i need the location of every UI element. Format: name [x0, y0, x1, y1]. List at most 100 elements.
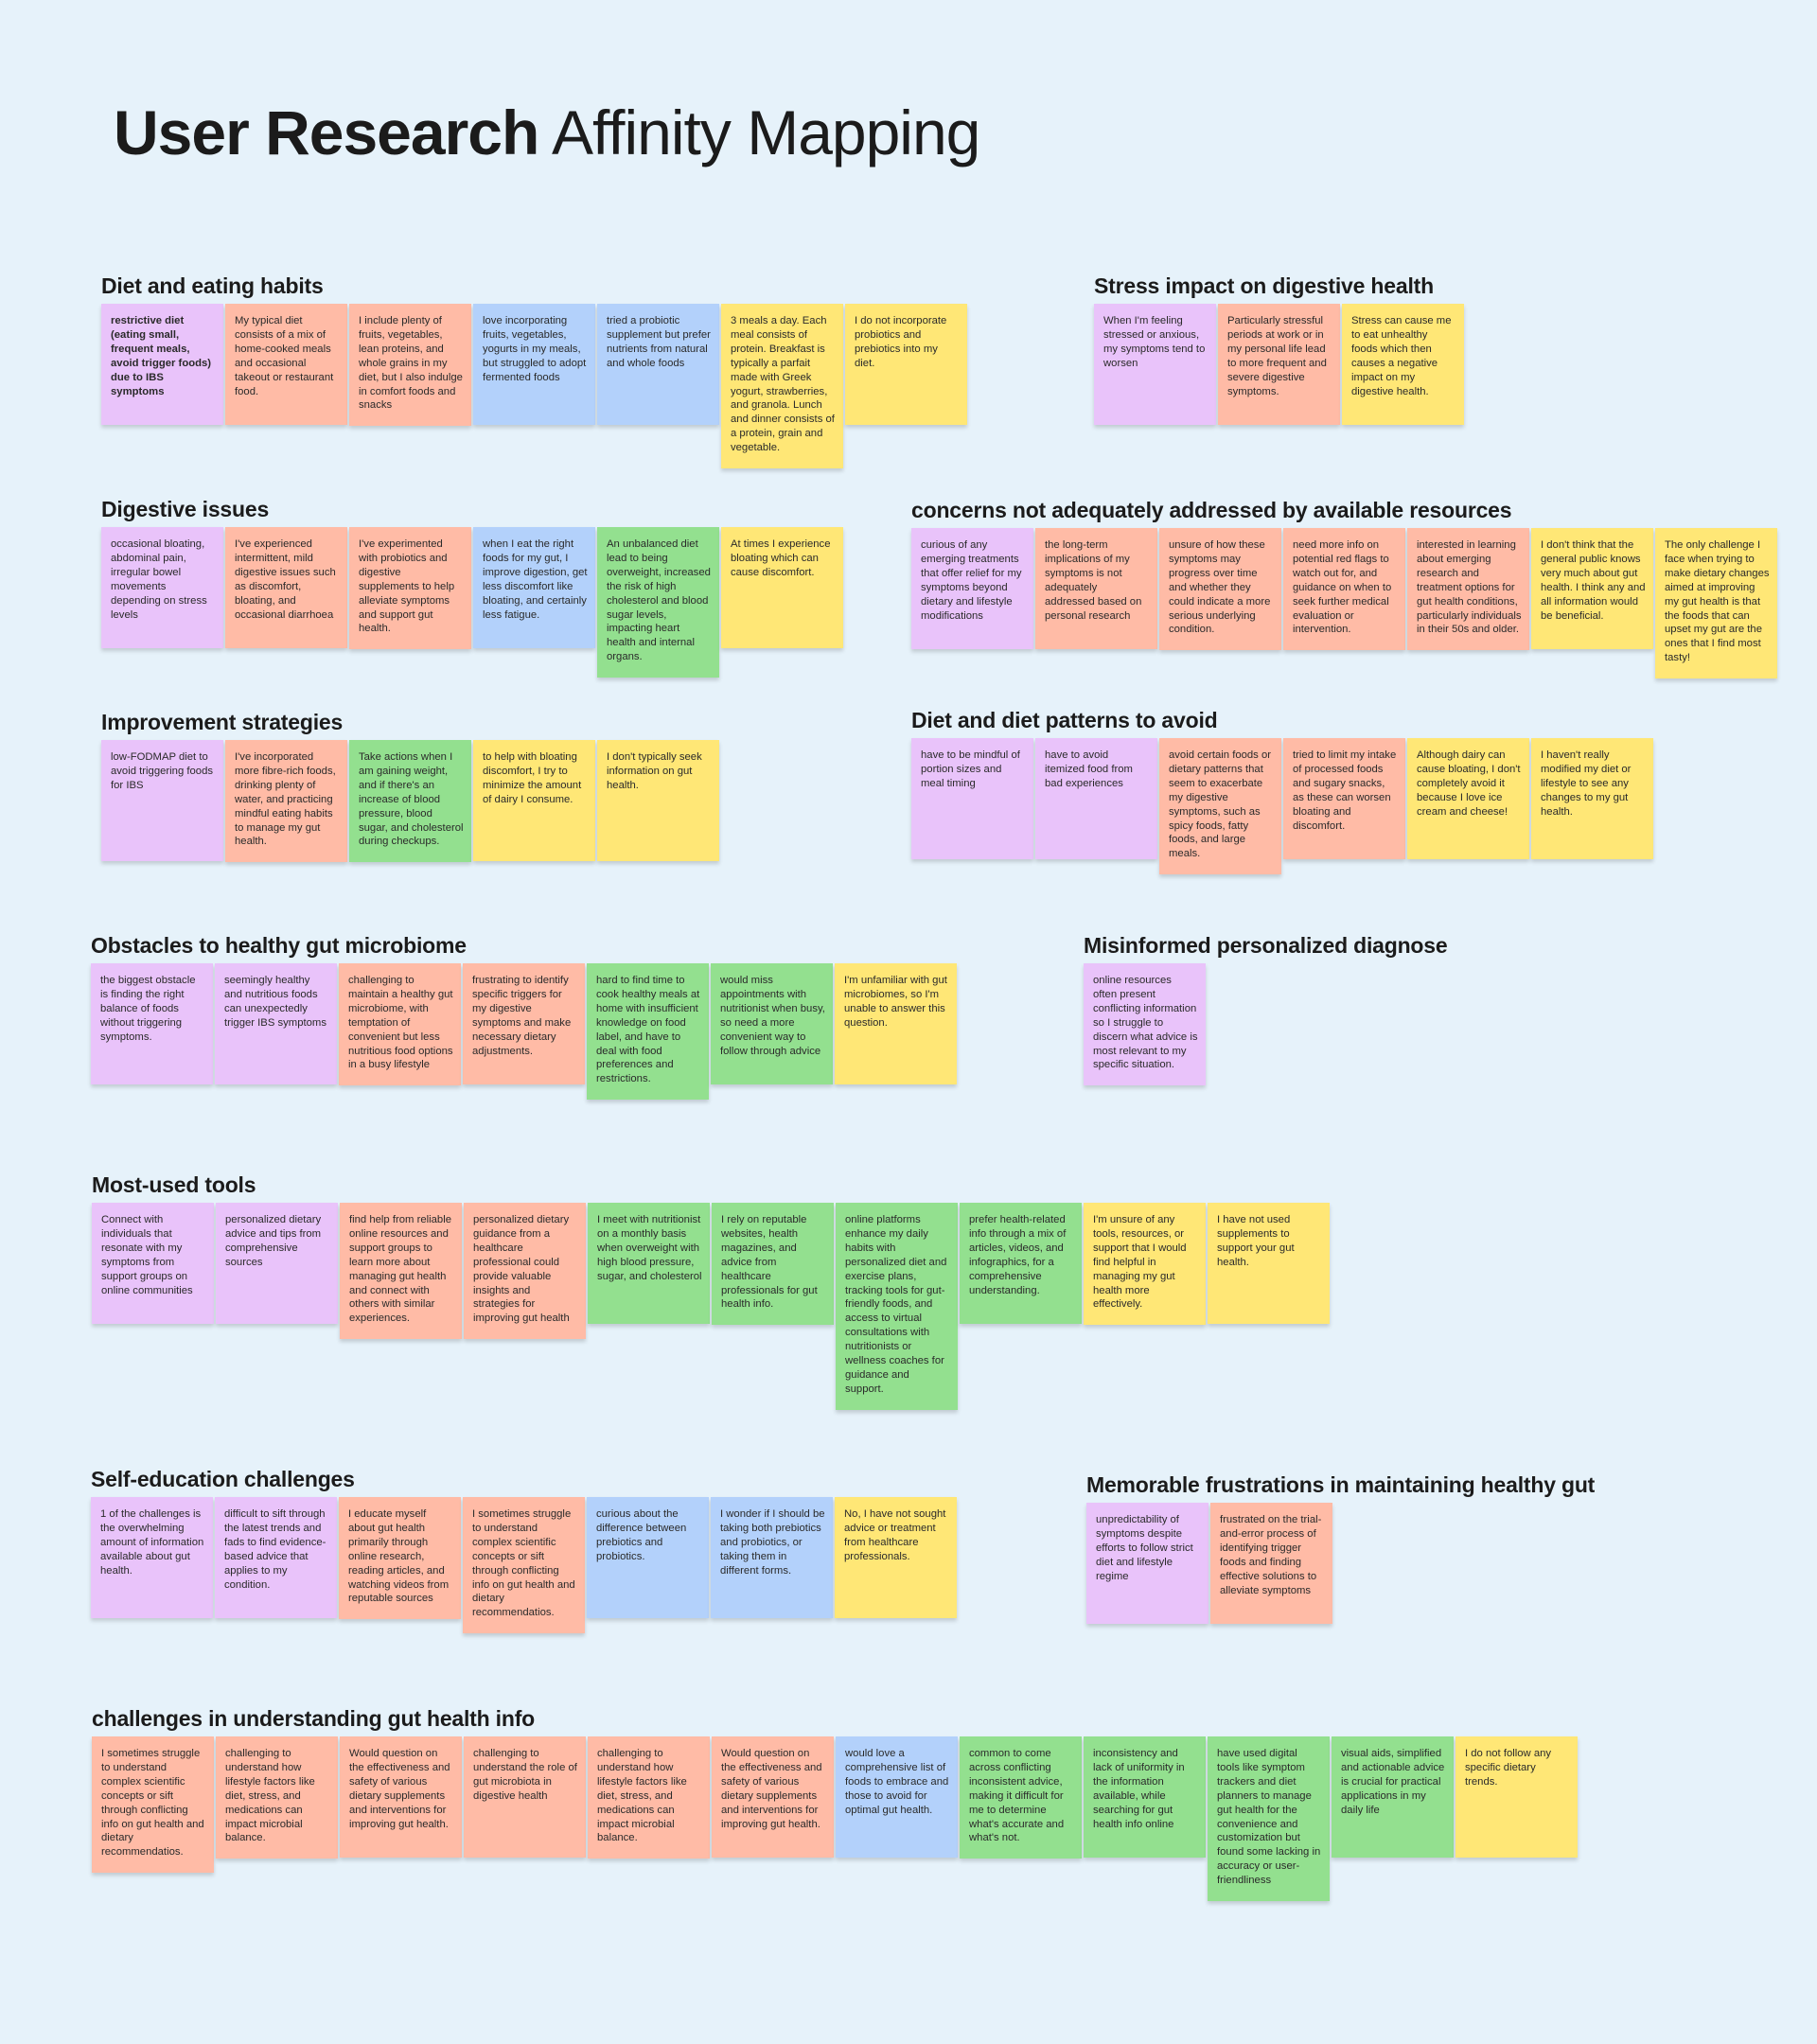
- sticky-note[interactable]: difficult to sift through the latest tre…: [215, 1497, 337, 1618]
- sticky-note[interactable]: I do not incorporate probiotics and preb…: [845, 304, 967, 425]
- sticky-note[interactable]: challenging to maintain a healthy gut mi…: [339, 963, 461, 1086]
- sticky-note[interactable]: I haven't really modified my diet or lif…: [1531, 738, 1653, 859]
- sticky-note[interactable]: 3 meals a day. Each meal consists of pro…: [721, 304, 843, 469]
- sticky-note[interactable]: tried to limit my intake of processed fo…: [1283, 738, 1405, 859]
- sticky-note[interactable]: I don't typically seek information on gu…: [597, 740, 719, 861]
- sticky-note[interactable]: Stress can cause me to eat unhealthy foo…: [1342, 304, 1464, 425]
- sticky-note[interactable]: No, I have not sought advice or treatmen…: [835, 1497, 957, 1618]
- notes-row: I sometimes struggle to understand compl…: [92, 1736, 1578, 1902]
- sticky-note[interactable]: I've incorporated more fibre-rich foods,…: [225, 740, 347, 863]
- sticky-note[interactable]: I've experienced intermittent, mild dige…: [225, 527, 347, 648]
- sticky-note[interactable]: occasional bloating, abdominal pain, irr…: [101, 527, 223, 648]
- sticky-note[interactable]: personalized dietary guidance from a hea…: [464, 1203, 586, 1340]
- sticky-note[interactable]: challenging to understand how lifestyle …: [588, 1736, 710, 1859]
- notes-row: restrictive diet (eating small, frequent…: [101, 304, 967, 469]
- cluster-digestive-issues: Digestive issues occasional bloating, ab…: [101, 495, 843, 678]
- sticky-note[interactable]: visual aids, simplified and actionable a…: [1332, 1736, 1454, 1858]
- sticky-note[interactable]: online platforms enhance my daily habits…: [836, 1203, 958, 1410]
- sticky-note[interactable]: common to come across conflicting incons…: [960, 1736, 1082, 1859]
- sticky-note[interactable]: curious of any emerging treatments that …: [911, 528, 1033, 649]
- sticky-note[interactable]: Although dairy can cause bloating, I don…: [1407, 738, 1529, 859]
- cluster-stress-impact: Stress impact on digestive health When I…: [1094, 272, 1464, 425]
- page-title: User Research Affinity Mapping: [114, 93, 980, 172]
- cluster-diet-patterns-avoid: Diet and diet patterns to avoid have to …: [911, 706, 1653, 875]
- cluster-memorable-frustrations: Memorable frustrations in maintaining he…: [1086, 1471, 1595, 1624]
- sticky-note[interactable]: interested in learning about emerging re…: [1407, 528, 1529, 651]
- cluster-heading: Diet and diet patterns to avoid: [911, 708, 1218, 732]
- sticky-note[interactable]: I sometimes struggle to understand compl…: [92, 1736, 214, 1874]
- sticky-note[interactable]: would miss appointments with nutritionis…: [711, 963, 833, 1084]
- sticky-note[interactable]: I'm unsure of any tools, resources, or s…: [1084, 1203, 1206, 1326]
- sticky-note[interactable]: prefer health-related info through a mix…: [960, 1203, 1082, 1324]
- sticky-note[interactable]: unsure of how these symptoms may progres…: [1159, 528, 1281, 651]
- sticky-note[interactable]: Particularly stressful periods at work o…: [1218, 304, 1340, 425]
- sticky-note[interactable]: I include plenty of fruits, vegetables, …: [349, 304, 471, 427]
- page-title-rest: Affinity Mapping: [552, 97, 980, 167]
- cluster-heading: concerns not adequately addressed by ava…: [911, 498, 1512, 522]
- cluster-obstacles-microbiome: Obstacles to healthy gut microbiome the …: [91, 931, 957, 1101]
- sticky-note[interactable]: My typical diet consists of a mix of hom…: [225, 304, 347, 425]
- notes-row: low-FODMAP diet to avoid triggering food…: [101, 740, 719, 863]
- sticky-note[interactable]: challenging to understand how lifestyle …: [216, 1736, 338, 1859]
- sticky-note[interactable]: have to be mindful of portion sizes and …: [911, 738, 1033, 859]
- cluster-heading: challenges in understanding gut health i…: [92, 1706, 536, 1731]
- cluster-heading: Stress impact on digestive health: [1094, 273, 1434, 298]
- sticky-note[interactable]: love incorporating fruits, vegetables, y…: [473, 304, 595, 425]
- sticky-note[interactable]: when I eat the right foods for my gut, I…: [473, 527, 595, 648]
- sticky-note[interactable]: I have not used supplements to support y…: [1208, 1203, 1330, 1324]
- notes-row: occasional bloating, abdominal pain, irr…: [101, 527, 843, 678]
- sticky-note[interactable]: inconsistency and lack of uniformity in …: [1084, 1736, 1206, 1858]
- notes-row: Connect with individuals that resonate w…: [92, 1203, 1330, 1410]
- cluster-self-education: Self-education challenges 1 of the chall…: [91, 1465, 957, 1634]
- sticky-note[interactable]: seemingly healthy and nutritious foods c…: [215, 963, 337, 1084]
- cluster-heading: Misinformed personalized diagnose: [1084, 933, 1448, 958]
- cluster-heading: Diet and eating habits: [101, 273, 324, 298]
- sticky-note[interactable]: Would question on the effectiveness and …: [712, 1736, 834, 1858]
- sticky-note[interactable]: Connect with individuals that resonate w…: [92, 1203, 214, 1324]
- cluster-heading: Memorable frustrations in maintaining he…: [1086, 1472, 1596, 1497]
- sticky-note[interactable]: I meet with nutritionist on a monthly ba…: [588, 1203, 710, 1324]
- sticky-note[interactable]: Would question on the effectiveness and …: [340, 1736, 462, 1858]
- sticky-note[interactable]: hard to find time to cook healthy meals …: [587, 963, 709, 1101]
- sticky-note[interactable]: I rely on reputable websites, health mag…: [712, 1203, 834, 1326]
- notes-row: have to be mindful of portion sizes and …: [911, 738, 1653, 875]
- sticky-note[interactable]: 1 of the challenges is the overwhelming …: [91, 1497, 213, 1618]
- sticky-note[interactable]: Take actions when I am gaining weight, a…: [349, 740, 471, 863]
- sticky-note[interactable]: challenging to understand the role of gu…: [464, 1736, 586, 1858]
- sticky-note[interactable]: unpredictability of symptoms despite eff…: [1086, 1503, 1208, 1624]
- sticky-note[interactable]: I sometimes struggle to understand compl…: [463, 1497, 585, 1634]
- sticky-note[interactable]: I do not follow any specific dietary tre…: [1455, 1736, 1578, 1858]
- sticky-note[interactable]: personalized dietary advice and tips fro…: [216, 1203, 338, 1324]
- sticky-note[interactable]: I educate myself about gut health primar…: [339, 1497, 461, 1620]
- sticky-note[interactable]: The only challenge I face when trying to…: [1655, 528, 1777, 679]
- sticky-note[interactable]: have used digital tools like symptom tra…: [1208, 1736, 1330, 1902]
- sticky-note[interactable]: curious about the difference between pre…: [587, 1497, 709, 1618]
- sticky-note[interactable]: to help with bloating discomfort, I try …: [473, 740, 595, 861]
- sticky-note[interactable]: When I'm feeling stressed or anxious, my…: [1094, 304, 1216, 425]
- cluster-diet-eating-habits: Diet and eating habits restrictive diet …: [101, 272, 967, 469]
- sticky-note[interactable]: the biggest obstacle is finding the righ…: [91, 963, 213, 1084]
- cluster-improvement-strategies: Improvement strategies low-FODMAP diet t…: [101, 708, 719, 863]
- sticky-note[interactable]: frustrated on the trial-and-error proces…: [1210, 1503, 1332, 1624]
- sticky-note[interactable]: the long-term implications of my symptom…: [1035, 528, 1157, 649]
- sticky-note[interactable]: An unbalanced diet lead to being overwei…: [597, 527, 719, 678]
- sticky-note[interactable]: tried a probiotic supplement but prefer …: [597, 304, 719, 425]
- sticky-note[interactable]: have to avoid itemized food from bad exp…: [1035, 738, 1157, 859]
- sticky-note[interactable]: would love a comprehensive list of foods…: [836, 1736, 958, 1858]
- sticky-note[interactable]: At times I experience bloating which can…: [721, 527, 843, 648]
- sticky-note[interactable]: I've experimented with probiotics and di…: [349, 527, 471, 650]
- cluster-heading: Digestive issues: [101, 497, 270, 521]
- cluster-heading: Most-used tools: [92, 1172, 256, 1197]
- cluster-misinformed-diagnose: Misinformed personalized diagnose online…: [1084, 931, 1448, 1086]
- sticky-note[interactable]: low-FODMAP diet to avoid triggering food…: [101, 740, 223, 861]
- sticky-note[interactable]: avoid certain foods or dietary patterns …: [1159, 738, 1281, 875]
- sticky-note[interactable]: online resources often present conflicti…: [1084, 963, 1206, 1086]
- sticky-note[interactable]: I wonder if I should be taking both preb…: [711, 1497, 833, 1618]
- sticky-note[interactable]: I'm unfamiliar with gut microbiomes, so …: [835, 963, 957, 1084]
- sticky-note[interactable]: find help from reliable online resources…: [340, 1203, 462, 1340]
- sticky-note[interactable]: frustrating to identify specific trigger…: [463, 963, 585, 1084]
- sticky-note[interactable]: need more info on potential red flags to…: [1283, 528, 1405, 651]
- sticky-note[interactable]: I don't think that the general public kn…: [1531, 528, 1653, 649]
- sticky-note[interactable]: restrictive diet (eating small, frequent…: [101, 304, 223, 425]
- notes-row: online resources often present conflicti…: [1084, 963, 1447, 1086]
